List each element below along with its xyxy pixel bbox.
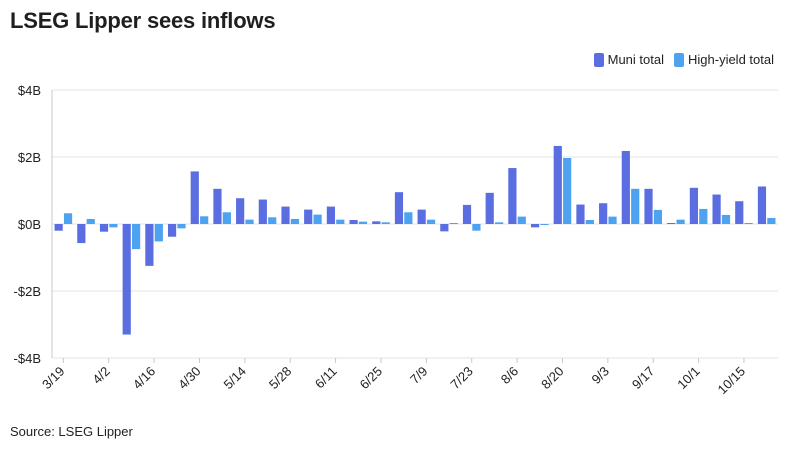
x-tick-label: 3/19 <box>39 364 68 393</box>
bar-highyield <box>358 221 368 224</box>
bar-muni <box>394 192 404 224</box>
x-tick-label: 10/1 <box>674 364 703 393</box>
x-tick-label: 8/20 <box>538 364 567 393</box>
bar-highyield <box>290 218 300 224</box>
bar-highyield <box>132 224 141 250</box>
legend-label-highyield: High-yield total <box>688 52 774 67</box>
bar-highyield <box>245 219 254 224</box>
bar-highyield <box>177 224 186 229</box>
bar-highyield <box>336 219 345 224</box>
bar-muni <box>54 224 63 231</box>
legend: Muni total High-yield total <box>593 52 774 67</box>
legend-swatch-muni <box>593 52 604 67</box>
bar-muni <box>213 188 222 224</box>
bar-highyield <box>381 222 390 224</box>
bar-muni <box>77 224 86 244</box>
x-tick-label: 7/9 <box>407 364 430 387</box>
y-tick-label: $2B <box>18 150 41 165</box>
bar-muni <box>553 145 562 224</box>
x-tick-label: 5/28 <box>266 364 295 393</box>
bar-muni <box>167 224 177 237</box>
x-tick-label: 8/6 <box>498 364 521 387</box>
x-tick-label: 10/15 <box>714 364 748 398</box>
bar-highyield <box>767 217 776 224</box>
bar-highyield <box>109 224 118 228</box>
bar-highyield <box>404 212 413 224</box>
y-tick-label: -$4B <box>14 351 41 366</box>
bar-muni <box>258 199 267 224</box>
x-tick-label: 7/23 <box>447 364 476 393</box>
bar-highyield <box>540 224 549 226</box>
bar-muni <box>122 224 131 335</box>
bar-muni <box>190 171 199 224</box>
bar-muni <box>99 224 109 232</box>
x-tick-label: 4/30 <box>175 364 204 393</box>
bar-highyield <box>721 214 731 224</box>
bar-muni <box>236 198 245 224</box>
bar-highyield <box>653 209 663 224</box>
bar-highyield <box>585 219 594 224</box>
bar-muni <box>530 224 540 228</box>
bar-highyield <box>313 214 322 224</box>
bar-muni <box>667 222 676 224</box>
bar-muni <box>599 203 608 224</box>
bar-muni <box>689 187 698 224</box>
bar-highyield <box>676 219 685 224</box>
bar-muni <box>462 204 472 224</box>
bar-muni <box>508 168 517 224</box>
y-tick-label: $4B <box>18 83 41 98</box>
bar-muni <box>372 221 381 224</box>
bar-highyield <box>154 224 163 242</box>
bar-muni <box>621 150 630 224</box>
legend-item-highyield: High-yield total <box>674 52 774 67</box>
bar-highyield <box>608 216 617 224</box>
bar-highyield <box>517 216 526 224</box>
legend-label-muni: Muni total <box>607 52 664 67</box>
x-tick-label: 5/14 <box>220 364 249 393</box>
legend-swatch-highyield <box>674 52 684 67</box>
bar-highyield <box>222 212 231 224</box>
x-tick-label: 9/17 <box>629 364 658 393</box>
x-tick-label: 6/25 <box>357 364 386 393</box>
bar-highyield <box>563 158 572 224</box>
bar-highyield <box>268 217 277 224</box>
bar-highyield <box>63 213 73 224</box>
x-tick-label: 6/11 <box>312 364 340 392</box>
source-note: Source: LSEG Lipper <box>10 424 133 439</box>
bar-muni <box>757 186 767 224</box>
bar-muni <box>735 201 744 224</box>
bar-muni <box>145 224 154 266</box>
x-tick-label: 4/16 <box>130 364 159 393</box>
bar-muni <box>281 206 290 224</box>
x-tick-label: 4/2 <box>89 364 112 387</box>
chart-title: LSEG Lipper sees inflows <box>10 8 276 33</box>
bar-highyield <box>426 219 436 224</box>
y-tick-label: -$2B <box>14 284 41 299</box>
bar-muni <box>326 206 335 224</box>
bar-muni <box>349 219 358 224</box>
bar-highyield <box>472 224 481 231</box>
bar-highyield <box>495 222 504 224</box>
bar-highyield <box>449 222 458 224</box>
bar-highyield <box>200 216 209 224</box>
bar-muni <box>304 209 313 224</box>
bar-muni <box>644 188 653 224</box>
bar-muni <box>417 209 426 224</box>
y-tick-label: $0B <box>18 217 41 232</box>
bar-muni <box>440 224 449 232</box>
bar-highyield <box>699 208 708 224</box>
bar-highyield <box>744 222 753 224</box>
bar-muni <box>712 194 721 224</box>
x-tick-label: 9/3 <box>589 364 612 387</box>
legend-item-muni: Muni total <box>593 52 664 67</box>
bar-highyield <box>86 218 95 224</box>
bar-muni <box>576 204 585 224</box>
bar-muni <box>485 192 494 224</box>
bar-highyield <box>631 188 640 224</box>
